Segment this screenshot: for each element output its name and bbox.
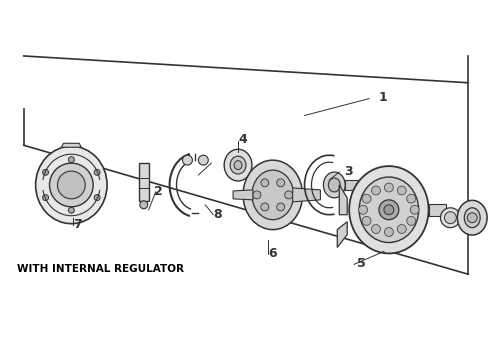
Polygon shape (61, 143, 81, 147)
Ellipse shape (36, 146, 107, 224)
Text: 6: 6 (268, 247, 276, 260)
Ellipse shape (243, 160, 302, 230)
Circle shape (379, 200, 399, 220)
Ellipse shape (230, 156, 246, 174)
Circle shape (57, 171, 85, 199)
Text: WITH INTERNAL REGULATOR: WITH INTERNAL REGULATOR (17, 264, 184, 274)
Circle shape (285, 191, 293, 199)
Circle shape (371, 186, 380, 195)
Circle shape (261, 203, 269, 211)
Circle shape (384, 205, 394, 215)
Circle shape (182, 155, 193, 165)
Circle shape (371, 225, 380, 234)
Circle shape (94, 195, 100, 201)
Ellipse shape (457, 201, 487, 235)
Circle shape (253, 191, 261, 199)
Ellipse shape (349, 166, 429, 253)
Ellipse shape (359, 177, 418, 243)
Polygon shape (337, 222, 347, 247)
Circle shape (49, 163, 93, 207)
Text: 1: 1 (379, 91, 388, 104)
Circle shape (397, 186, 406, 195)
Circle shape (140, 201, 148, 209)
Circle shape (43, 169, 49, 175)
Ellipse shape (323, 172, 345, 198)
Ellipse shape (224, 149, 252, 181)
Circle shape (94, 169, 100, 175)
Circle shape (69, 207, 74, 213)
Circle shape (362, 194, 371, 203)
Polygon shape (233, 190, 253, 200)
Circle shape (362, 216, 371, 225)
Circle shape (277, 203, 285, 211)
Circle shape (359, 205, 368, 214)
Circle shape (467, 213, 477, 223)
Circle shape (444, 212, 456, 224)
Ellipse shape (234, 161, 242, 170)
Circle shape (407, 194, 416, 203)
Ellipse shape (328, 178, 340, 192)
Circle shape (397, 225, 406, 234)
Circle shape (385, 228, 393, 237)
Circle shape (261, 179, 269, 187)
Ellipse shape (252, 170, 294, 220)
Polygon shape (139, 163, 149, 201)
Text: 8: 8 (213, 208, 222, 221)
Polygon shape (339, 185, 347, 215)
Circle shape (69, 157, 74, 163)
Text: 3: 3 (344, 165, 353, 178)
Text: 4: 4 (238, 133, 247, 146)
Circle shape (198, 155, 208, 165)
Circle shape (385, 183, 393, 192)
Text: 7: 7 (74, 218, 82, 231)
Polygon shape (293, 188, 320, 202)
Text: 5: 5 (357, 257, 366, 270)
Circle shape (407, 216, 416, 225)
Polygon shape (345, 180, 367, 190)
Circle shape (277, 179, 285, 187)
Circle shape (410, 205, 419, 214)
Circle shape (441, 208, 460, 228)
Ellipse shape (465, 208, 480, 228)
Circle shape (43, 195, 49, 201)
Text: 2: 2 (154, 185, 163, 198)
Polygon shape (429, 204, 446, 216)
